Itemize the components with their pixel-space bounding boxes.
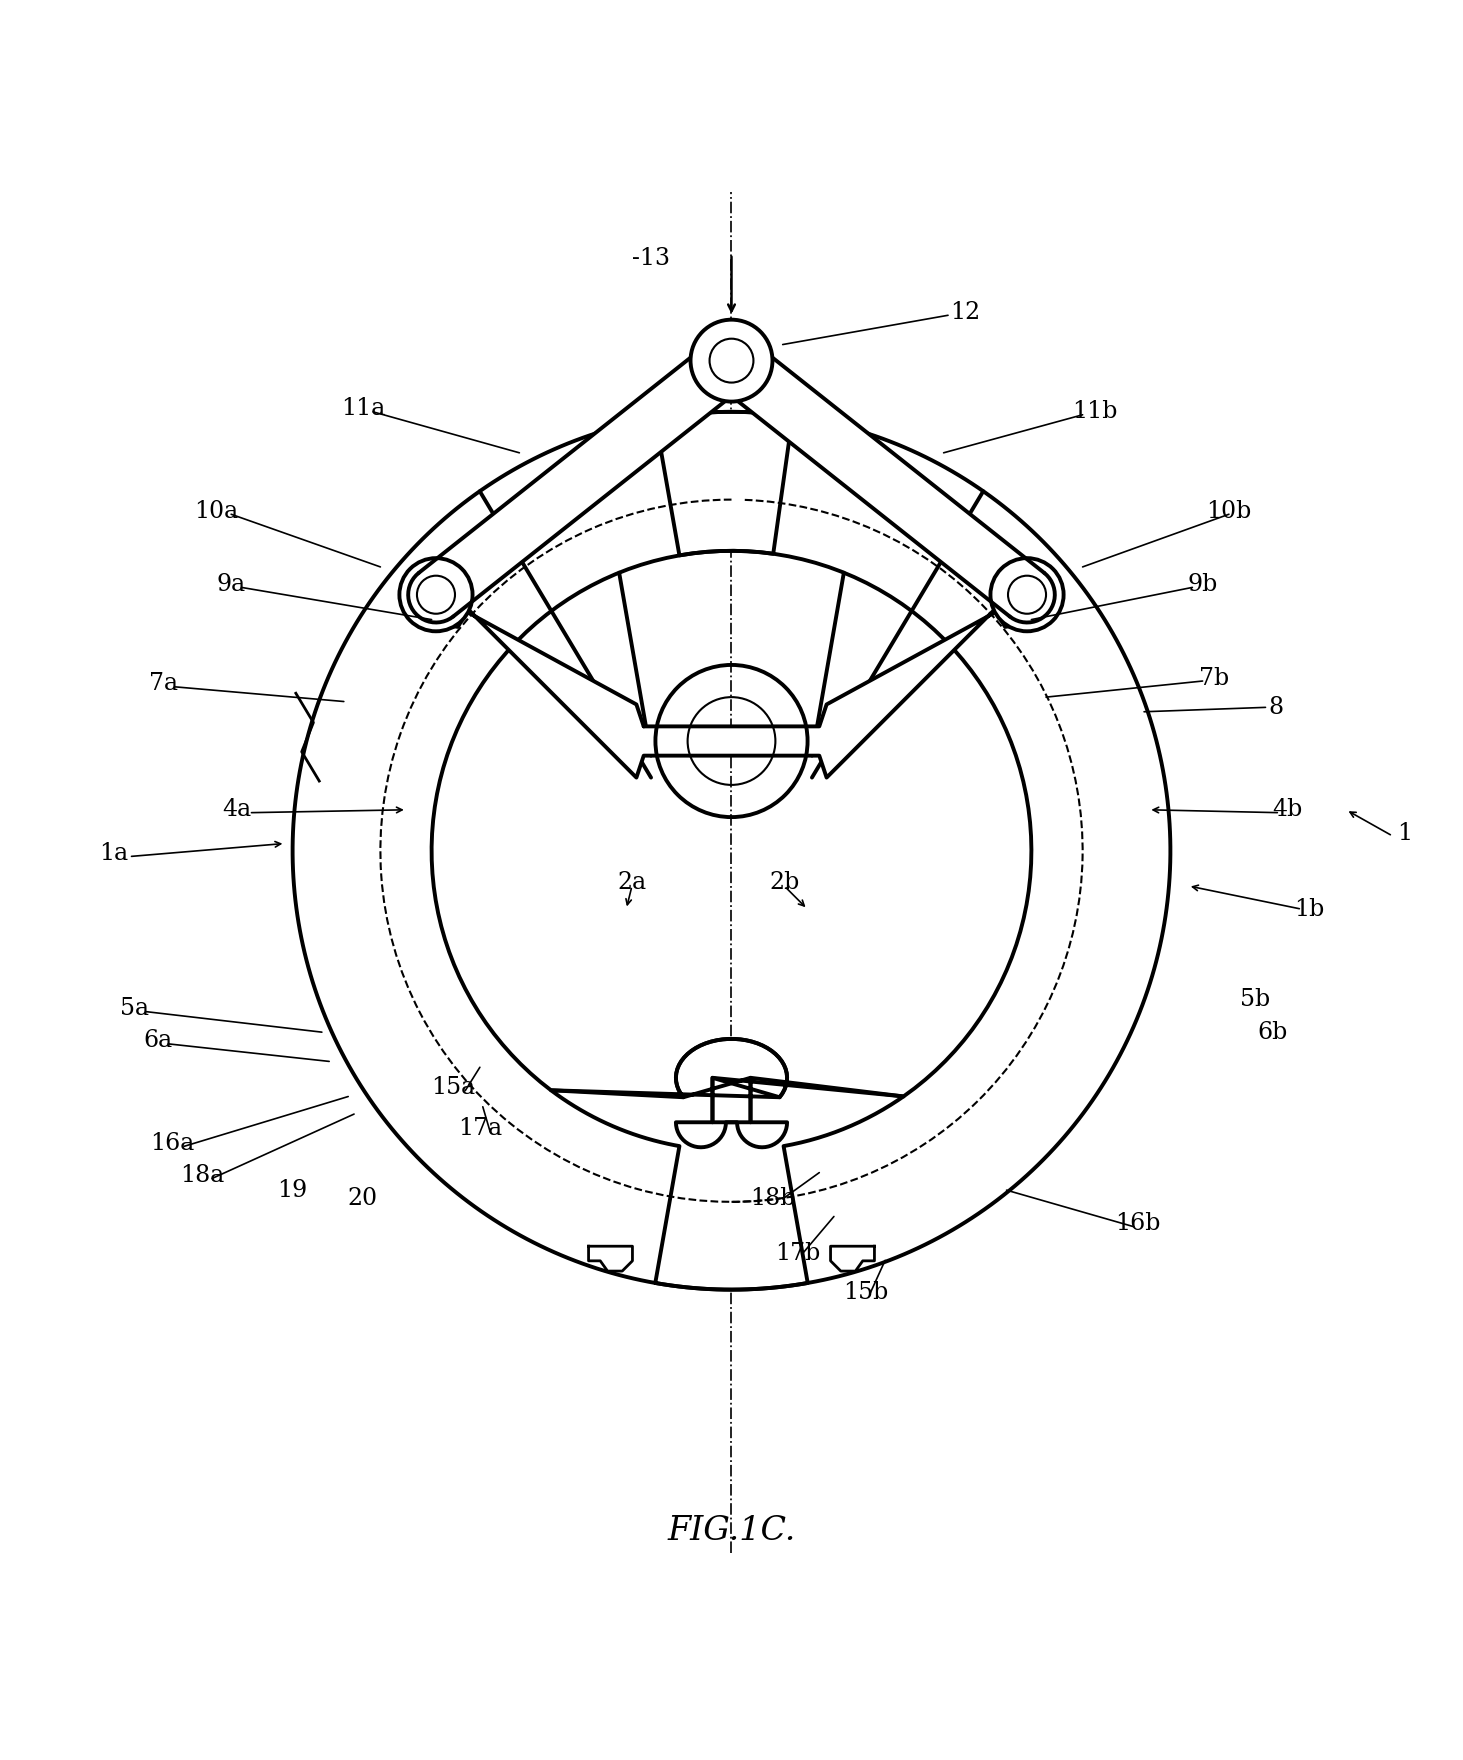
Text: 15a: 15a xyxy=(432,1077,475,1100)
Text: 20: 20 xyxy=(348,1188,377,1211)
Text: 2a: 2a xyxy=(617,871,647,894)
Circle shape xyxy=(417,576,455,614)
Text: 10b: 10b xyxy=(1207,500,1251,523)
Polygon shape xyxy=(407,583,1056,778)
Polygon shape xyxy=(831,1246,875,1271)
Text: 1a: 1a xyxy=(99,843,129,866)
Text: 11a: 11a xyxy=(341,398,385,421)
Text: 7a: 7a xyxy=(149,672,178,695)
Text: 19: 19 xyxy=(278,1179,307,1202)
Text: 9a: 9a xyxy=(217,574,246,597)
Circle shape xyxy=(399,558,473,632)
Text: 7b: 7b xyxy=(1200,667,1229,690)
Polygon shape xyxy=(408,333,759,623)
Text: 4a: 4a xyxy=(222,799,252,822)
Circle shape xyxy=(710,338,753,382)
Text: 1: 1 xyxy=(1397,822,1412,845)
Text: 6a: 6a xyxy=(143,1030,173,1052)
Polygon shape xyxy=(293,412,904,1290)
Text: 5a: 5a xyxy=(120,998,149,1021)
Text: 2b: 2b xyxy=(770,871,799,894)
Text: 4b: 4b xyxy=(1273,799,1302,822)
Text: 15b: 15b xyxy=(844,1281,888,1304)
Text: 5b: 5b xyxy=(1241,989,1270,1012)
Text: 18a: 18a xyxy=(180,1163,224,1186)
Text: 16a: 16a xyxy=(151,1132,195,1155)
Text: 11b: 11b xyxy=(1071,400,1118,424)
Text: 17a: 17a xyxy=(458,1118,502,1140)
Polygon shape xyxy=(704,333,1055,623)
Polygon shape xyxy=(552,412,1170,1290)
Text: 10a: 10a xyxy=(195,500,238,523)
Text: 9b: 9b xyxy=(1188,574,1217,597)
Circle shape xyxy=(990,558,1064,632)
Circle shape xyxy=(1008,576,1046,614)
Text: 17b: 17b xyxy=(775,1241,819,1265)
Text: 8: 8 xyxy=(1268,695,1283,718)
Text: 18b: 18b xyxy=(749,1188,796,1211)
Text: FIG.1C.: FIG.1C. xyxy=(667,1515,796,1547)
Text: 16b: 16b xyxy=(1115,1213,1162,1236)
Polygon shape xyxy=(588,1246,632,1271)
Text: 1b: 1b xyxy=(1295,898,1324,920)
Text: -13: -13 xyxy=(632,246,670,269)
Text: 12: 12 xyxy=(951,301,980,324)
Text: 6b: 6b xyxy=(1258,1021,1287,1044)
Circle shape xyxy=(691,320,772,401)
